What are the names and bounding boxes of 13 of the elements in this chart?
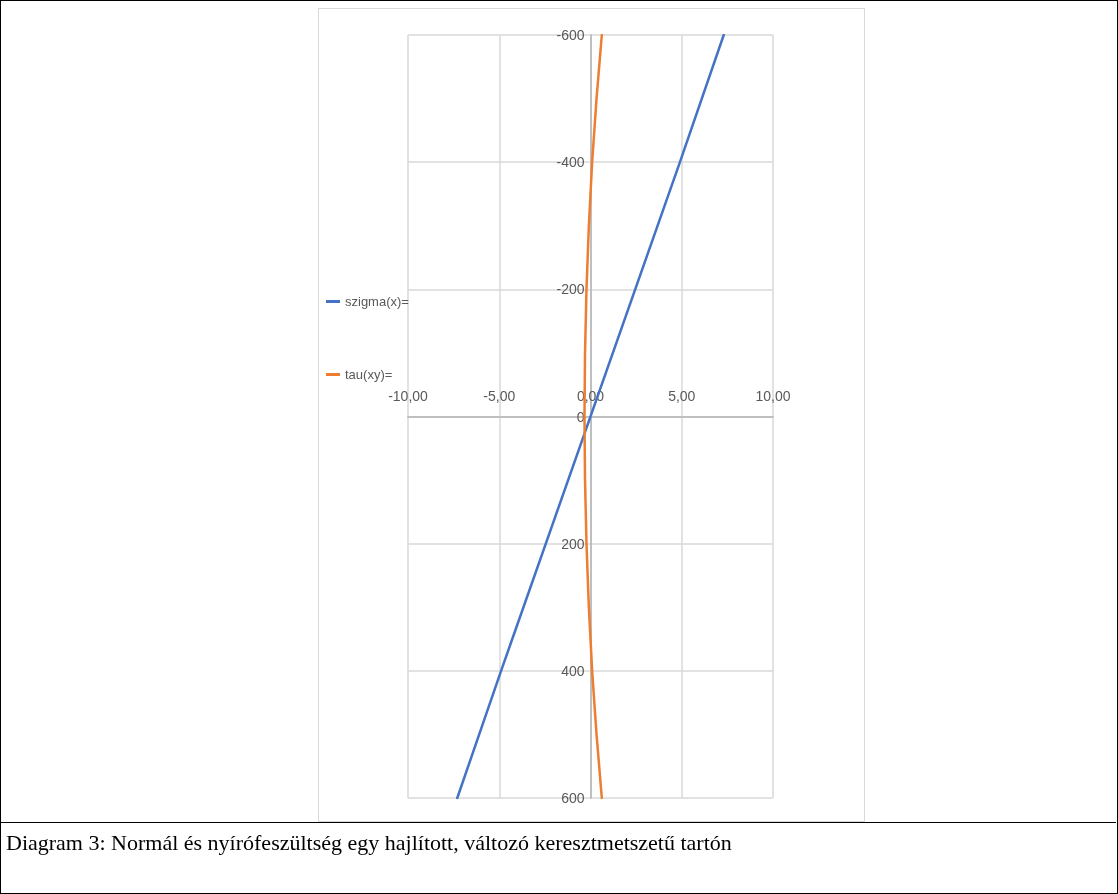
legend-label: szigma(x)= [345, 294, 409, 309]
y-tick-label: 400 [561, 662, 585, 679]
y-tick-label: -600 [556, 27, 585, 43]
x-tick-label: 5,00 [668, 387, 696, 404]
legend-label: tau(xy)= [345, 367, 393, 382]
text: Diagram 3: Normál és nyírófeszültség egy hajlított, változó keresztmetszetű tartón [6, 829, 733, 857]
x-tick-label: -5,00 [483, 387, 516, 404]
y-tick-label: 600 [561, 790, 585, 806]
x-tick-label: -10,00 [388, 387, 429, 404]
x-tick-label: 10,00 [755, 387, 791, 404]
y-tick-label: 200 [561, 535, 585, 552]
y-tick-label: -200 [556, 281, 585, 298]
y-tick-label: -400 [556, 154, 585, 171]
